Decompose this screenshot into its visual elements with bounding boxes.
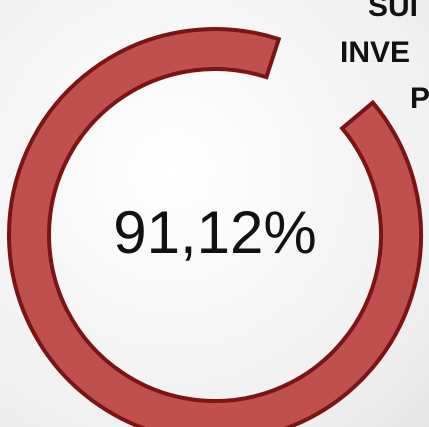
side-text: INVE [340, 36, 410, 69]
side-text: P [410, 82, 429, 115]
donut-arc [7, 27, 423, 427]
value-label: 91,12% [113, 199, 317, 266]
side-text: SUI [368, 0, 418, 23]
